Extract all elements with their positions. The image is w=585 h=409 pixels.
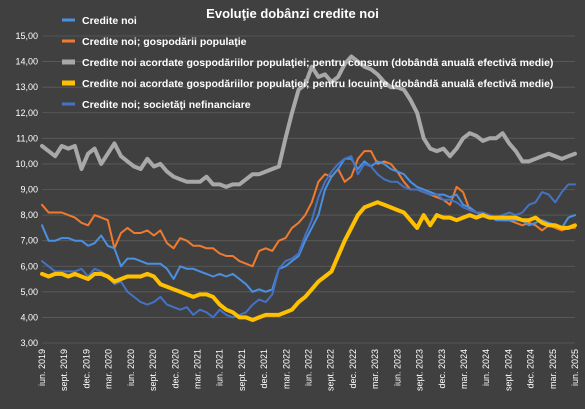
x-axis: iun. 2019 sept. 2019 dec. 2019 mar. 2020 iun… (37, 349, 580, 391)
series-line-1 (41, 157, 576, 293)
x-tick-label: dec. 2020 (170, 349, 180, 389)
x-tick-label: sept. 2019 (59, 349, 69, 391)
series-line-2 (41, 150, 576, 268)
y-axis: 3,00 4,00 5,00 6,00 7,00 8,00 9,00 10,00 11,00 12… (15, 31, 38, 348)
y-tick-label: 7,00 (20, 236, 38, 246)
x-tick-label: dec. 2021 (259, 349, 269, 389)
y-tick-label: 12,00 (15, 108, 38, 118)
grid-layer (42, 35, 575, 344)
legend: Credite noi Credite noi; gospodării popul… (62, 15, 553, 111)
x-tick-label: iun. 2025 (570, 349, 580, 386)
y-tick-label: 9,00 (20, 185, 38, 195)
y-tick-label: 4,00 (20, 312, 38, 322)
series-line-5 (41, 155, 576, 319)
series-layer (40, 54, 577, 322)
x-tick-label: mar. 2025 (548, 349, 558, 389)
legend-label: Credite noi; gospodării populaţie (82, 36, 247, 48)
x-tick-label: dec. 2022 (348, 349, 358, 389)
y-tick-label: 10,00 (15, 159, 38, 169)
x-tick-label: iun. 2022 (304, 349, 314, 386)
x-tick-label: dec. 2023 (437, 349, 447, 389)
x-tick-label: mar. 2021 (192, 349, 202, 389)
x-tick-label: sept. 2024 (503, 349, 513, 391)
chart-title: Evoluţie dobânzi credite noi (206, 6, 379, 21)
x-tick-label: sept. 2021 (237, 349, 247, 391)
y-tick-label: 11,00 (16, 133, 38, 143)
x-tick-label: mar. 2020 (104, 349, 114, 389)
x-tick-label: iun. 2021 (215, 349, 225, 386)
legend-label: Credite noi acordate gospodăriilor popul… (82, 57, 553, 69)
legend-label: Credite noi (82, 15, 137, 27)
x-tick-label: iun. 2023 (392, 349, 402, 386)
x-tick-label: mar. 2023 (370, 349, 380, 389)
x-tick-label: mar. 2022 (281, 349, 291, 389)
y-tick-label: 5,00 (20, 287, 38, 297)
x-tick-label: sept. 2023 (415, 349, 425, 391)
y-tick-label: 6,00 (20, 261, 38, 271)
y-tick-label: 15,00 (15, 31, 38, 41)
series-line-3 (40, 54, 577, 189)
x-tick-label: sept. 2022 (326, 349, 336, 391)
x-tick-label: dec. 2024 (526, 349, 536, 389)
x-tick-label: iun. 2020 (126, 349, 136, 386)
x-tick-label: iun. 2019 (37, 349, 47, 386)
x-tick-label: dec. 2019 (81, 349, 91, 389)
y-tick-label: 13,00 (15, 82, 38, 92)
legend-label: Credite noi; societăţi nefinanciare (82, 99, 251, 111)
y-tick-label: 3,00 (20, 338, 38, 348)
x-tick-label: mar. 2024 (459, 349, 469, 389)
x-tick-label: sept. 2020 (148, 349, 158, 391)
y-tick-label: 8,00 (20, 210, 38, 220)
series-line-4 (40, 200, 577, 322)
x-tick-label: iun. 2024 (481, 349, 491, 386)
legend-label: Credite noi acordate gospodăriilor popul… (82, 78, 553, 90)
y-tick-label: 14,00 (15, 57, 38, 67)
